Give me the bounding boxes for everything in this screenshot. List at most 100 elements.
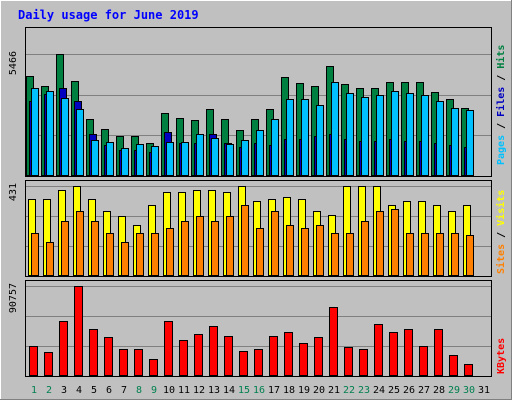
day-label: 16 [253,385,265,396]
bar-kbytes-kbytes [119,349,128,376]
axis-title-part: / [496,226,507,244]
axis-title-part: Hits [495,45,507,69]
bar-kbytes-kbytes [179,340,188,376]
bar-hits-pages [196,134,204,176]
bar-kbytes-kbytes [449,355,458,376]
day-label: 12 [193,385,205,396]
bar-hits-pages [241,140,249,176]
bar-visits-sites [316,225,324,276]
day-label: 13 [208,385,220,396]
day-label: 15 [238,385,250,396]
bar-hits-pages [406,93,414,176]
bar-kbytes-kbytes [374,324,383,376]
bar-visits-sites [451,233,459,276]
bar-hits-pages [271,119,279,176]
bar-hits-pages [76,109,84,176]
bar-visits-sites [241,205,249,276]
day-label: 31 [478,385,490,396]
bar-hits-pages [391,91,399,176]
axis-title-part: Pages [496,135,507,165]
bar-kbytes-kbytes [359,349,368,376]
bar-hits-pages [61,98,69,176]
bar-visits-sites [376,211,384,276]
bar-hits-pages [106,142,114,176]
bar-hits-pages [286,99,294,176]
bar-kbytes-kbytes [194,334,203,376]
bar-hits-pages [346,93,354,176]
bar-kbytes-kbytes [149,359,158,376]
bar-hits-pages [46,91,54,176]
day-label: 7 [121,385,127,396]
bar-visits-sites [421,233,429,276]
panel-kbytes: 90757 KBytes [8,280,507,377]
day-label: 14 [223,385,235,396]
bar-visits-sites [286,225,294,276]
bar-visits-sites [346,233,354,276]
day-label: 11 [178,385,190,396]
bar-visits-sites [91,221,99,276]
day-label: 19 [298,385,310,396]
bar-kbytes-kbytes [254,349,263,376]
day-label: 18 [283,385,295,396]
chart-panels: 5466 Pages / Files / Hits 431 Sites / Visit… [8,27,507,377]
bar-hits-pages [256,130,264,176]
bar-visits-sites [391,209,399,276]
bar-visits-sites [331,233,339,276]
day-label: 20 [313,385,325,396]
day-label: 2 [46,385,52,396]
bar-kbytes-kbytes [314,337,323,376]
bar-visits-sites [136,233,144,276]
bar-visits-sites [166,228,174,276]
axis-title-part: / [496,117,507,135]
bar-hits-pages [181,142,189,176]
max-value-label: 431 [8,183,19,201]
bar-hits-pages [226,144,234,176]
bar-hits-pages [451,108,459,176]
max-value-label: 5466 [8,51,19,75]
bar-hits-pages [361,97,369,176]
bar-kbytes-kbytes [89,329,98,376]
day-label: 26 [403,385,415,396]
day-label: 24 [373,385,385,396]
bar-visits-sites [271,211,279,276]
bar-hits-pages [151,146,159,176]
bar-kbytes-kbytes [209,326,218,376]
bar-kbytes-kbytes [389,332,398,376]
bar-kbytes-kbytes [269,336,278,376]
bar-visits-sites [31,233,39,276]
series-sites [31,205,474,276]
bar-visits-sites [76,211,84,276]
bar-visits-sites [466,235,474,276]
axis-title-part: KBytes [496,338,507,374]
day-label: 30 [463,385,475,396]
bar-visits-sites [46,242,54,276]
day-label: 17 [268,385,280,396]
chart-title: Daily usage for June 2019 [18,8,199,22]
axis-title-part: Files [495,87,507,117]
bar-hits-pages [421,95,429,176]
axis-title-visits: Sites / Visits [495,190,507,274]
bar-kbytes-kbytes [164,321,173,376]
day-label: 1 [31,385,37,396]
axis-title-part: Sites [495,244,507,274]
bar-kbytes-kbytes [344,347,353,376]
bar-kbytes-kbytes [29,346,38,376]
bar-hits-pages [136,144,144,176]
day-label: 25 [388,385,400,396]
bar-visits-sites [436,233,444,276]
day-label: 6 [106,385,112,396]
panel-visits: 431 Sites / Visits [8,180,507,277]
bar-visits-sites [211,221,219,276]
bar-visits-sites [361,221,369,276]
series-kbytes [29,286,473,376]
bar-hits-pages [166,142,174,176]
day-label: 21 [328,385,340,396]
day-label: 23 [358,385,370,396]
axis-title-hits: Pages / Files / Hits [495,45,507,165]
bar-visits-sites [406,233,414,276]
bar-visits-sites [151,233,159,276]
bar-kbytes-kbytes [284,332,293,376]
bar-hits-pages [316,105,324,176]
bar-hits-pages [331,82,339,176]
